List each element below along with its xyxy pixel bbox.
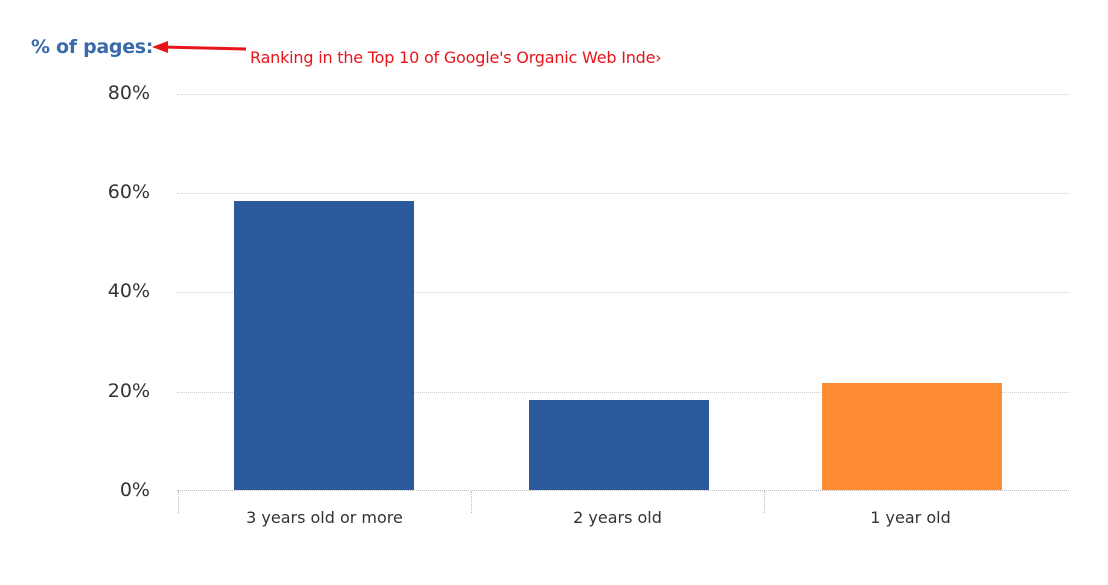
x-tick	[178, 491, 179, 513]
bar-2-years	[529, 400, 709, 490]
gridline-80	[177, 94, 1069, 95]
annotation-text: Ranking in the Top 10 of Google's Organi…	[250, 48, 662, 67]
y-tick-20: 20%	[107, 380, 150, 402]
gridline-60	[177, 193, 1069, 194]
x-axis-line	[177, 490, 1069, 491]
y-tick-40: 40%	[107, 280, 150, 302]
y-tick-80: 80%	[107, 82, 150, 104]
y-tick-0: 0%	[119, 479, 150, 501]
x-label-3-years-or-more: 3 years old or more	[246, 508, 403, 527]
x-label-2-years: 2 years old	[573, 508, 662, 527]
x-label-1-year: 1 year old	[870, 508, 951, 527]
x-tick	[764, 491, 765, 513]
y-axis-title: % of pages:	[31, 36, 154, 58]
bar-1-year	[822, 383, 1002, 490]
x-tick	[471, 491, 472, 513]
gridline-20	[177, 392, 1069, 393]
y-tick-60: 60%	[107, 181, 150, 203]
arrow-left-icon	[152, 41, 247, 53]
gridline-40	[177, 292, 1069, 293]
bar-3-years-or-more	[234, 201, 414, 490]
